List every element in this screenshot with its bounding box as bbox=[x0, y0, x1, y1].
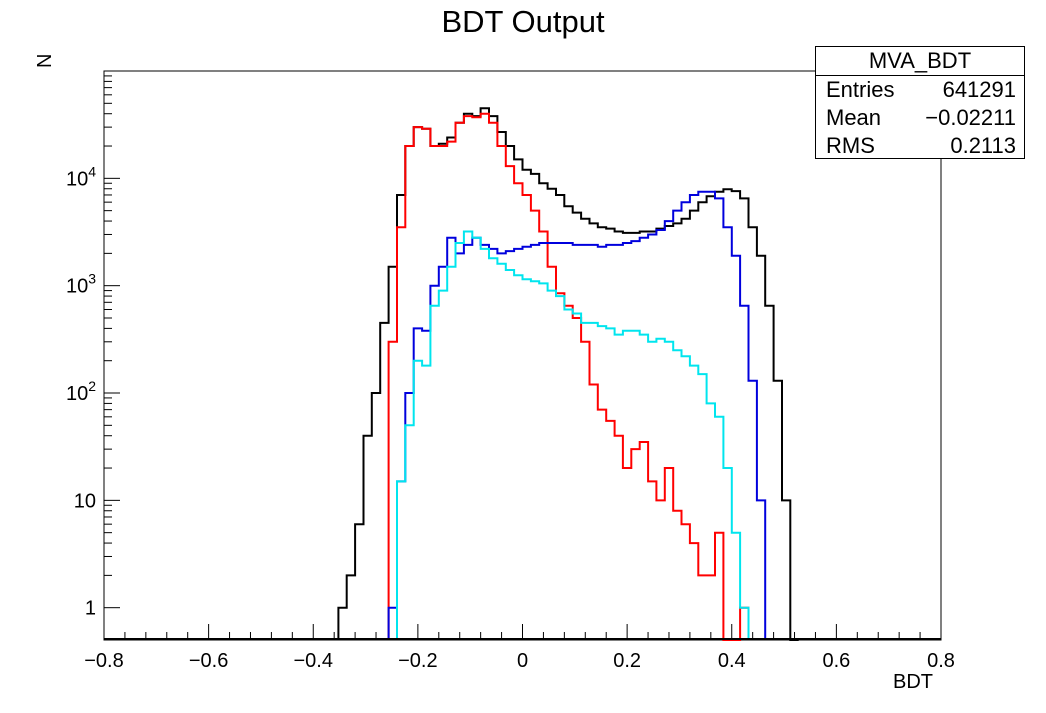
x-tick-label: 0.6 bbox=[822, 650, 850, 672]
y-tick-label: 1 bbox=[85, 598, 96, 620]
x-tick-label: 0 bbox=[517, 650, 528, 672]
y-tick-label: 10 bbox=[74, 490, 96, 512]
chart-title: BDT Output bbox=[441, 4, 605, 39]
stats-value: −0.02211 bbox=[925, 105, 1016, 130]
x-tick-label: 0.4 bbox=[718, 650, 746, 672]
stats-value: 0.2113 bbox=[950, 133, 1016, 158]
histogram-series-0 bbox=[337, 107, 799, 641]
stats-title: MVA_BDT bbox=[816, 47, 1024, 76]
x-tick-label: −0.8 bbox=[84, 650, 123, 672]
stats-key: Entries bbox=[826, 77, 895, 102]
stats-row-rms: RMS 0.2113 bbox=[816, 132, 1024, 160]
series-layer bbox=[104, 107, 941, 641]
stats-value: 641291 bbox=[942, 77, 1016, 102]
stats-key: RMS bbox=[826, 133, 875, 158]
stats-row-entries: Entries 641291 bbox=[816, 76, 1024, 104]
y-tick-label: 104 bbox=[66, 163, 96, 190]
histogram-series-2 bbox=[387, 190, 767, 640]
stats-box: MVA_BDT Entries 641291 Mean −0.02211 RMS… bbox=[815, 46, 1025, 159]
x-tick-label: −0.2 bbox=[398, 650, 437, 672]
tick-labels: −0.8 −0.6 −0.4 −0.2 0 0.2 0.4 0.6 0.8 1 10 102 103 10… bbox=[66, 163, 955, 672]
stats-row-mean: Mean −0.02211 bbox=[816, 104, 1024, 132]
x-tick-label: −0.4 bbox=[294, 650, 333, 672]
x-axis-label: BDT bbox=[893, 671, 933, 693]
x-tick-label: 0.2 bbox=[613, 650, 641, 672]
x-tick-label: 0.8 bbox=[927, 650, 955, 672]
x-tick-label: −0.6 bbox=[189, 650, 228, 672]
histogram-series-1 bbox=[387, 112, 750, 641]
axis-ticks bbox=[103, 75, 942, 641]
y-tick-label: 103 bbox=[66, 271, 96, 298]
stats-key: Mean bbox=[826, 105, 882, 130]
y-tick-label: 102 bbox=[66, 378, 96, 405]
histogram-series-3 bbox=[396, 230, 750, 640]
